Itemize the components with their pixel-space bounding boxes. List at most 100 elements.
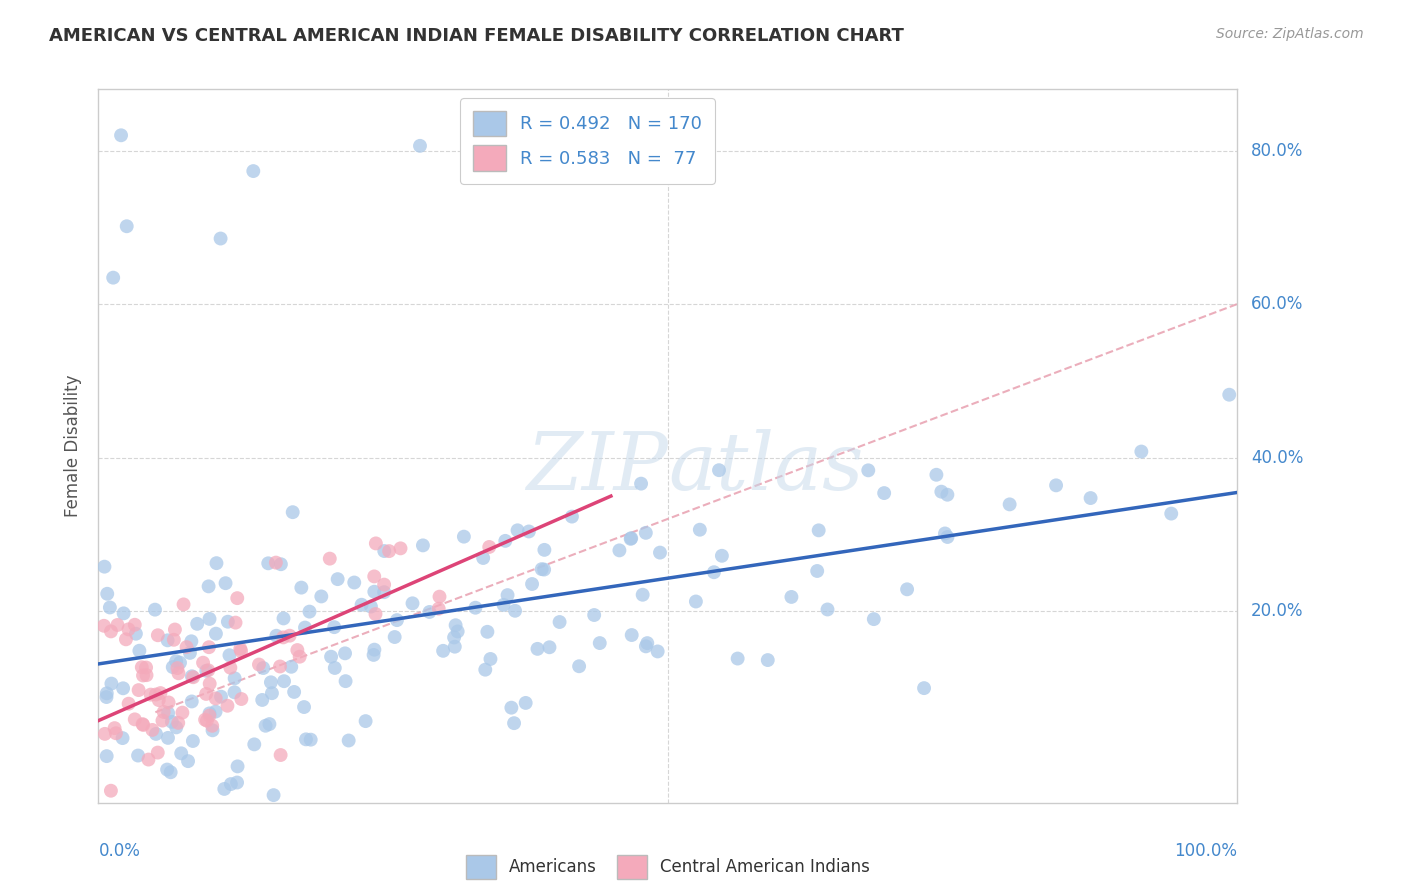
Point	[360, 599, 382, 614]
Point	[363, 642, 385, 657]
Point	[198, 708, 221, 723]
Point	[494, 533, 516, 548]
Point	[280, 660, 302, 674]
Point	[204, 705, 226, 719]
Point	[503, 716, 526, 731]
Point	[373, 544, 395, 558]
Point	[283, 685, 305, 699]
Point	[292, 700, 315, 714]
Point	[285, 643, 308, 657]
Point	[270, 747, 292, 762]
Point	[418, 605, 440, 619]
Point	[432, 644, 454, 658]
Point	[94, 727, 117, 741]
Point	[180, 694, 202, 708]
Point	[429, 590, 451, 604]
Point	[127, 748, 149, 763]
Point	[273, 611, 295, 625]
Point	[409, 138, 432, 153]
Point	[526, 641, 548, 656]
Point	[290, 581, 312, 595]
Point	[226, 591, 249, 606]
Text: 40.0%: 40.0%	[1251, 449, 1303, 467]
Point	[117, 623, 139, 637]
Point	[477, 624, 499, 639]
Point	[148, 693, 170, 707]
Point	[197, 579, 219, 593]
Point	[197, 663, 219, 677]
Point	[501, 700, 523, 714]
Point	[194, 713, 217, 727]
Point	[517, 524, 540, 539]
Point	[1218, 387, 1240, 401]
Point	[204, 691, 226, 706]
Point	[384, 630, 406, 644]
Point	[333, 646, 356, 660]
Point	[224, 685, 246, 699]
Point	[104, 726, 127, 740]
Point	[146, 746, 169, 760]
Point	[298, 605, 321, 619]
Point	[583, 607, 606, 622]
Y-axis label: Female Disability: Female Disability	[63, 375, 82, 517]
Point	[229, 641, 252, 656]
Point	[631, 588, 654, 602]
Point	[931, 484, 953, 499]
Point	[260, 686, 283, 700]
Point	[858, 463, 880, 477]
Point	[589, 636, 612, 650]
Point	[103, 270, 125, 285]
Point	[568, 659, 591, 673]
Point	[685, 594, 707, 608]
Point	[496, 588, 519, 602]
Point	[326, 572, 349, 586]
Point	[165, 720, 187, 734]
Point	[492, 598, 515, 612]
Point	[373, 577, 395, 591]
Point	[295, 732, 318, 747]
Point	[214, 781, 236, 796]
Point	[186, 616, 208, 631]
Point	[111, 731, 134, 745]
Point	[163, 632, 186, 647]
Point	[181, 670, 204, 684]
Point	[520, 577, 543, 591]
Point	[311, 590, 333, 604]
Point	[205, 626, 228, 640]
Point	[163, 623, 186, 637]
Point	[93, 559, 115, 574]
Point	[936, 530, 959, 544]
Point	[401, 596, 423, 610]
Point	[533, 563, 555, 577]
Point	[609, 543, 631, 558]
Point	[229, 644, 252, 658]
Point	[159, 765, 181, 780]
Point	[294, 621, 316, 635]
Point	[115, 804, 138, 818]
Point	[231, 692, 253, 706]
Point	[117, 697, 139, 711]
Point	[173, 598, 195, 612]
Point	[135, 660, 157, 674]
Point	[252, 693, 274, 707]
Point	[157, 706, 180, 720]
Point	[243, 737, 266, 751]
Point	[138, 753, 160, 767]
Point	[474, 663, 496, 677]
Point	[1130, 444, 1153, 458]
Point	[444, 618, 467, 632]
Point	[167, 715, 190, 730]
Point	[176, 640, 198, 654]
Point	[179, 646, 201, 660]
Point	[912, 681, 935, 695]
Point	[363, 569, 385, 583]
Point	[198, 640, 221, 655]
Point	[710, 549, 733, 563]
Point	[260, 675, 283, 690]
Point	[141, 723, 163, 737]
Point	[219, 777, 242, 791]
Point	[689, 523, 711, 537]
Point	[146, 628, 169, 642]
Point	[620, 532, 643, 546]
Point	[112, 607, 135, 621]
